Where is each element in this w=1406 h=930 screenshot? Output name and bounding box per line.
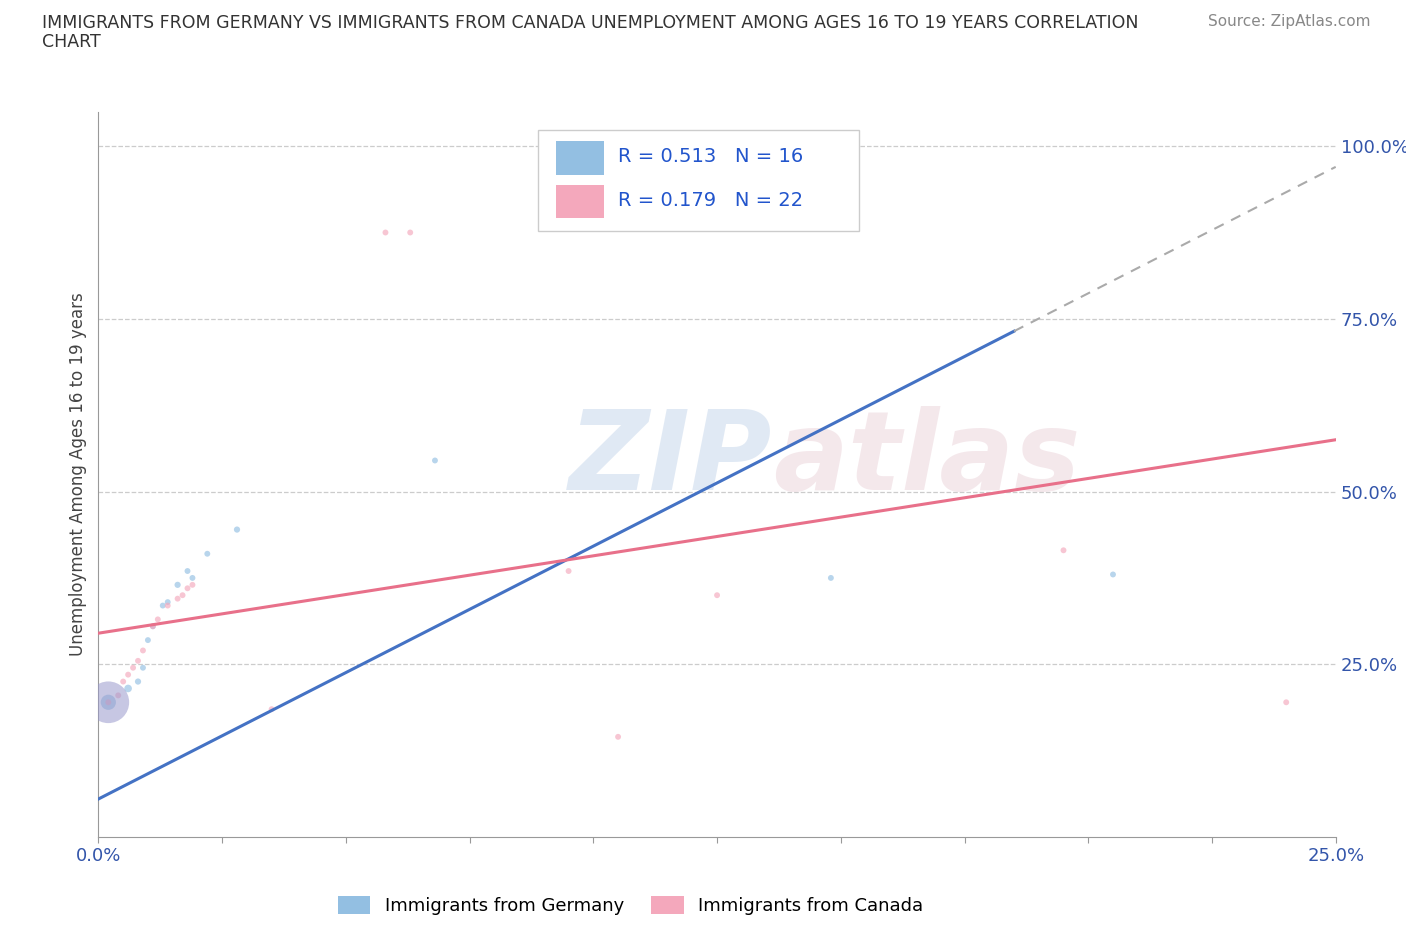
Point [132, 660, 155, 675]
Point [176, 581, 198, 596]
Point [152, 598, 174, 613]
Text: atlas: atlas [773, 406, 1080, 513]
Point [156, 598, 179, 613]
Text: R = 0.513   N = 16: R = 0.513 N = 16 [619, 147, 803, 166]
Text: R = 0.179   N = 22: R = 0.179 N = 22 [619, 191, 803, 209]
Point [1052, 543, 1074, 558]
Point [166, 578, 188, 592]
Point [142, 618, 165, 633]
Point [127, 674, 149, 689]
Point [117, 681, 139, 696]
Point [146, 612, 169, 627]
Point [156, 594, 179, 609]
Text: CHART: CHART [42, 33, 101, 50]
Point [260, 702, 283, 717]
Point [820, 570, 842, 585]
Point [557, 564, 579, 578]
Point [226, 522, 249, 537]
Point [195, 546, 218, 561]
Point [176, 564, 198, 578]
Text: ZIP: ZIP [568, 406, 772, 513]
Point [142, 618, 165, 633]
Point [107, 688, 129, 703]
Point [423, 453, 446, 468]
Point [1275, 695, 1298, 710]
Point [97, 695, 120, 710]
Point [122, 660, 145, 675]
Point [166, 591, 188, 606]
Point [607, 729, 630, 744]
Point [127, 654, 149, 669]
Point [1102, 567, 1125, 582]
FancyBboxPatch shape [557, 185, 605, 219]
FancyBboxPatch shape [557, 141, 605, 175]
Point [136, 632, 159, 647]
Point [374, 225, 396, 240]
Point [399, 225, 422, 240]
FancyBboxPatch shape [537, 130, 859, 232]
Point [181, 578, 204, 592]
Point [117, 667, 139, 682]
Legend: Immigrants from Germany, Immigrants from Canada: Immigrants from Germany, Immigrants from… [330, 888, 931, 923]
Y-axis label: Unemployment Among Ages 16 to 19 years: Unemployment Among Ages 16 to 19 years [69, 292, 87, 657]
Point [706, 588, 728, 603]
Point [97, 695, 120, 710]
Point [172, 588, 194, 603]
Text: IMMIGRANTS FROM GERMANY VS IMMIGRANTS FROM CANADA UNEMPLOYMENT AMONG AGES 16 TO : IMMIGRANTS FROM GERMANY VS IMMIGRANTS FR… [42, 14, 1139, 32]
Point [97, 695, 120, 710]
Point [112, 674, 135, 689]
Text: Source: ZipAtlas.com: Source: ZipAtlas.com [1208, 14, 1371, 29]
Point [132, 643, 155, 658]
Point [181, 570, 204, 585]
